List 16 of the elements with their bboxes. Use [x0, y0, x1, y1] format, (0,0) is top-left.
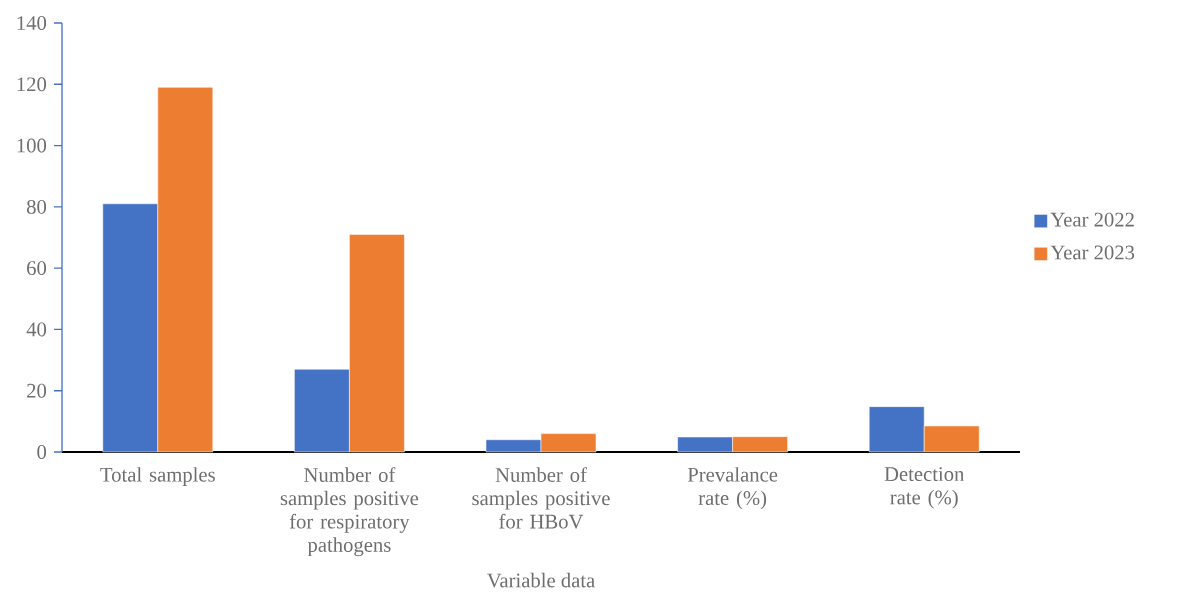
- y-tick-label: 0: [37, 445, 47, 459]
- y-tick-label: 120: [17, 77, 47, 92]
- legend-label: Year 2023: [1050, 245, 1135, 260]
- x-tick-label: Prevalance rate (%): [687, 467, 778, 510]
- y-tick-label: 60: [27, 261, 47, 276]
- x-tick-label: Number of samples positive for respiratory pathogens: [280, 467, 419, 557]
- x-axis-title: Variable data: [487, 572, 595, 588]
- y-tick-label: 100: [17, 138, 47, 153]
- x-tick-label: Detection rate (%): [884, 467, 965, 509]
- y-tick-label: 40: [26, 322, 47, 337]
- x-tick-label: Total samples: [100, 467, 215, 486]
- y-tick-label: 20: [27, 383, 47, 398]
- legend-label: Year 2022: [1050, 212, 1134, 227]
- x-tick-label: Number of samples positive for HBoV: [472, 467, 610, 529]
- y-tick-label: 80: [26, 199, 47, 214]
- y-tick-label: 140: [17, 16, 47, 30]
